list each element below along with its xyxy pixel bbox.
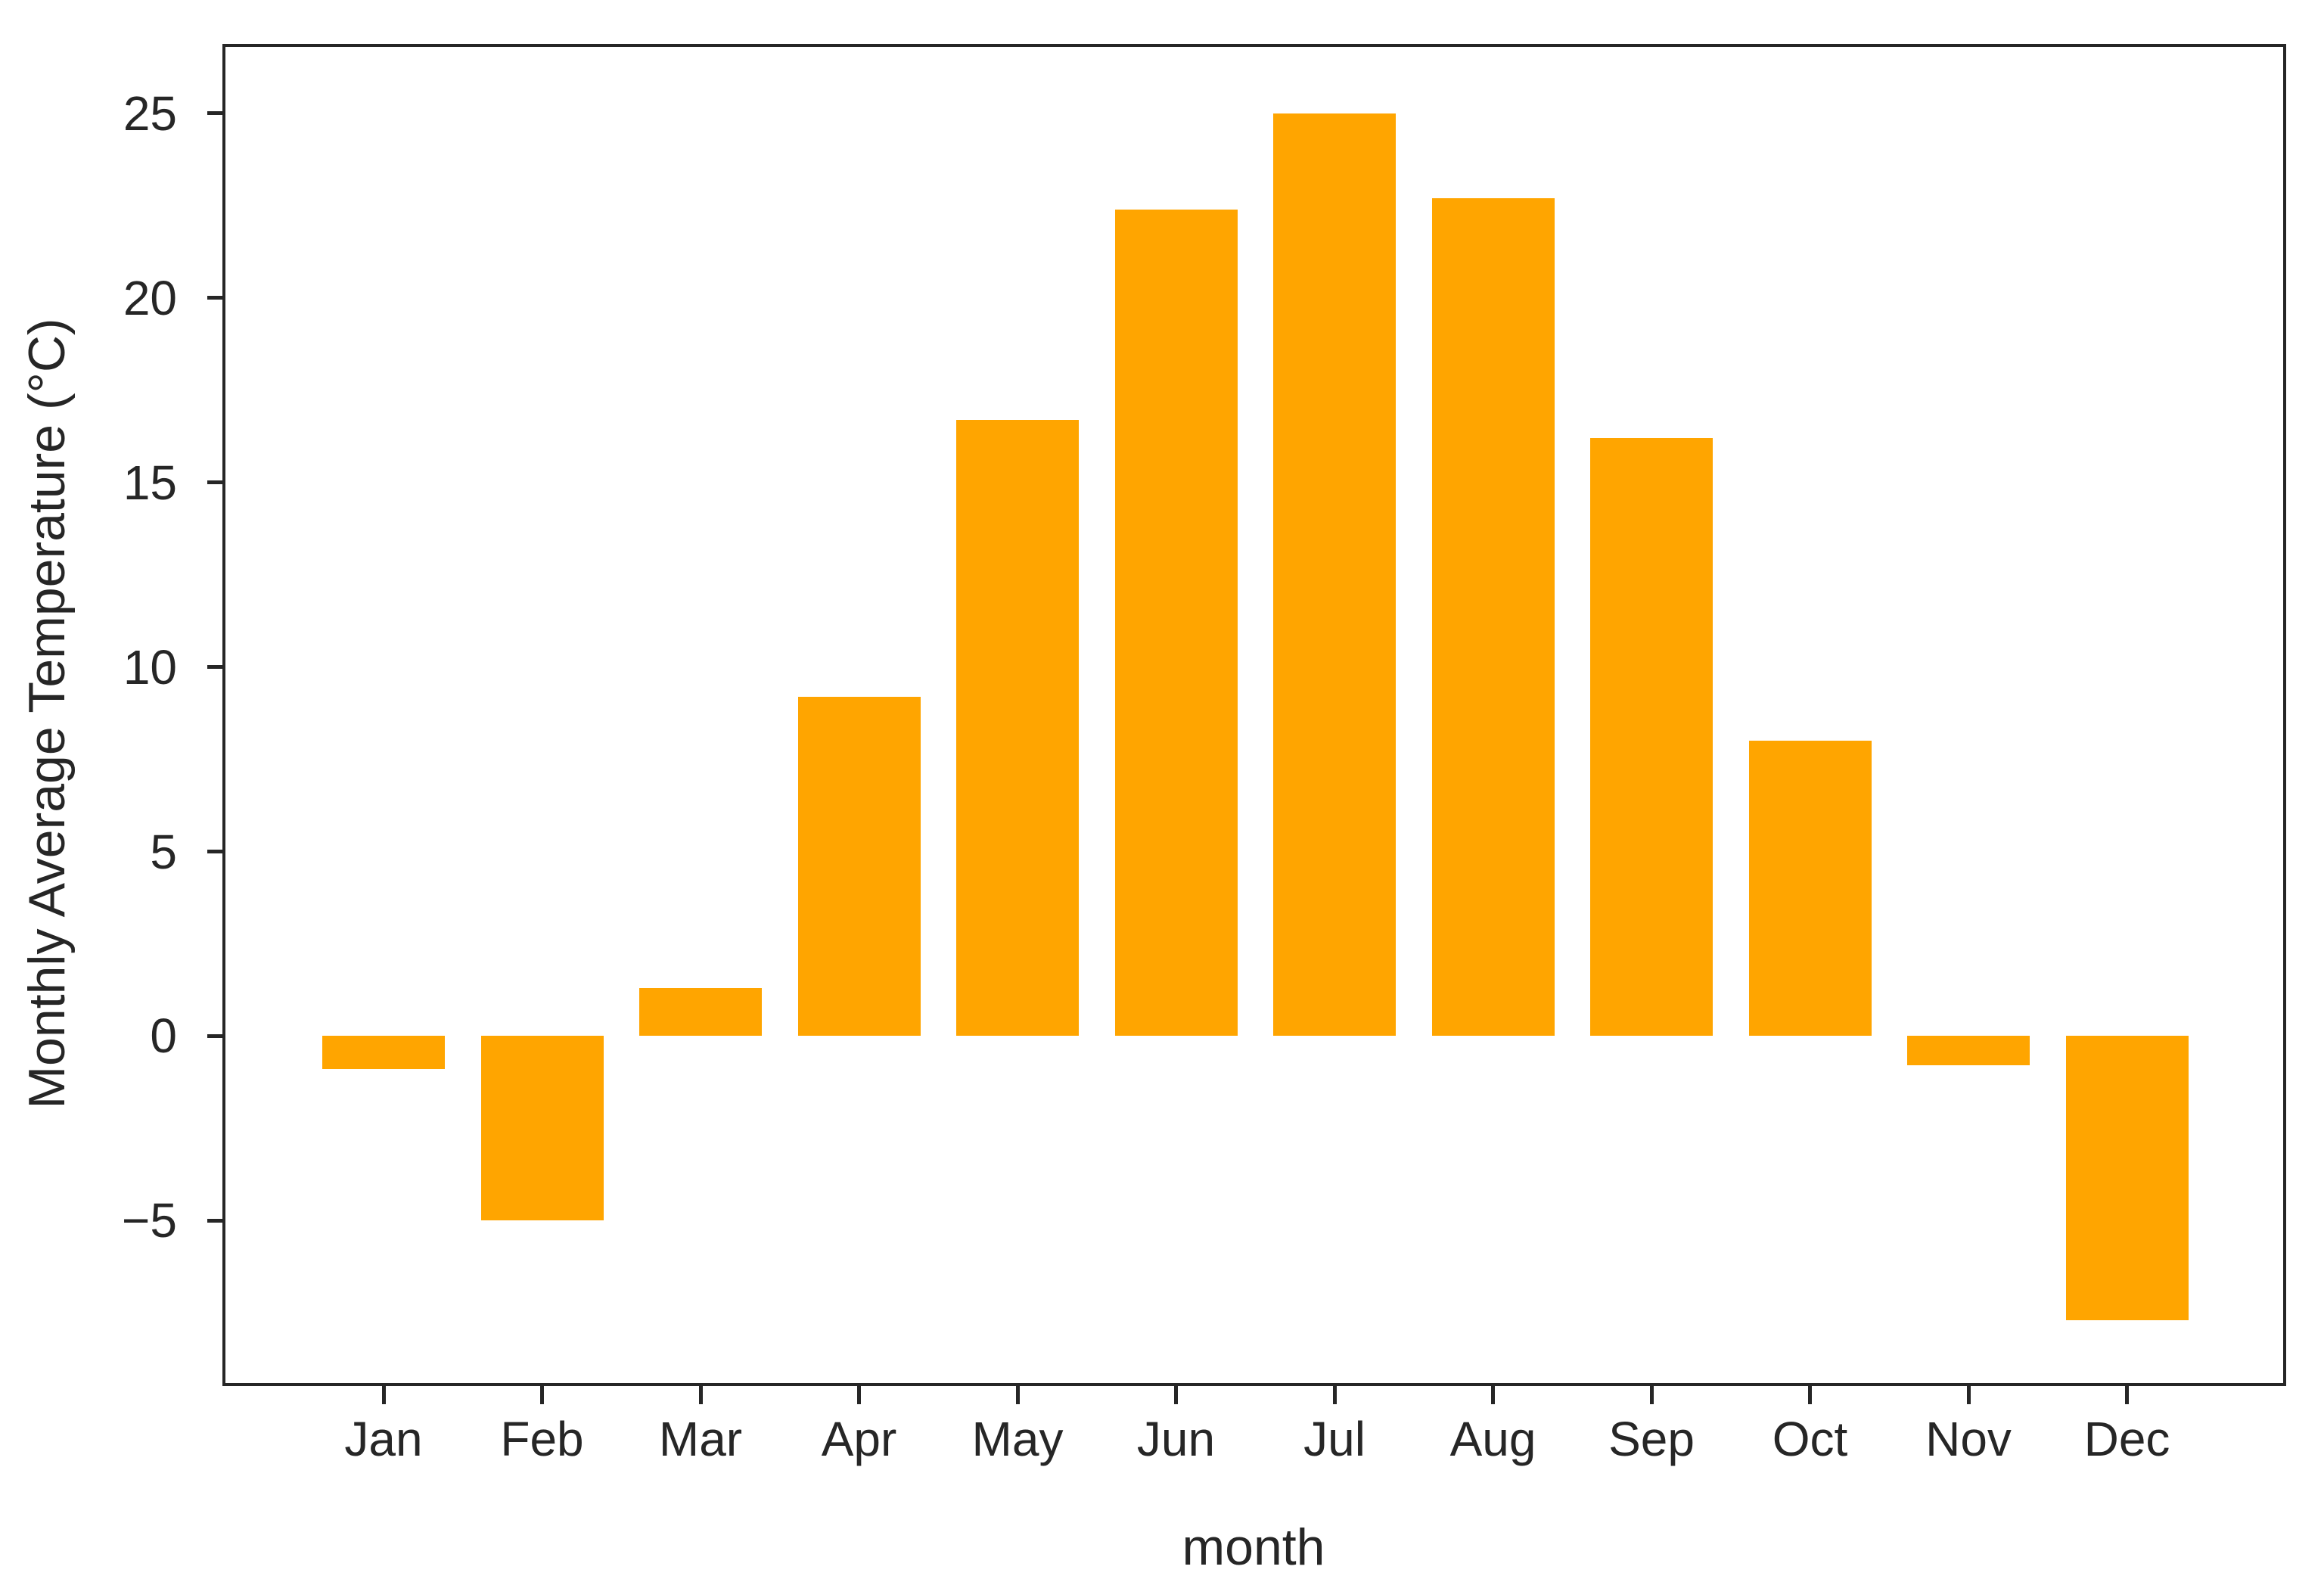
- bar-nov: [1907, 1036, 2030, 1066]
- x-tick-jan: [381, 1386, 386, 1404]
- x-tick-label-mar: Mar: [658, 1412, 743, 1466]
- x-tick-label-apr: Apr: [821, 1412, 897, 1466]
- y-tick-label--5: −5: [122, 1193, 177, 1248]
- bar-jan: [322, 1036, 445, 1070]
- y-tick-10: [207, 665, 225, 670]
- x-tick-label-jan: Jan: [344, 1412, 423, 1466]
- x-tick-label-nov: Nov: [1925, 1412, 2012, 1466]
- x-tick-nov: [1966, 1386, 1971, 1404]
- x-axis-label: month: [1182, 1518, 1325, 1576]
- bar-jul: [1273, 113, 1396, 1037]
- bar-feb: [480, 1036, 604, 1221]
- y-tick--5: [207, 1218, 225, 1223]
- y-tick-15: [207, 480, 225, 485]
- y-tick-label-0: 0: [150, 1009, 177, 1064]
- x-tick-oct: [1808, 1386, 1812, 1404]
- y-tick-label-10: 10: [123, 639, 177, 695]
- y-tick-label-20: 20: [123, 270, 177, 325]
- x-tick-apr: [857, 1386, 861, 1404]
- x-tick-dec: [2125, 1386, 2129, 1404]
- bar-oct: [1748, 741, 1872, 1037]
- x-tick-label-jun: Jun: [1136, 1412, 1216, 1466]
- x-tick-jul: [1332, 1386, 1337, 1404]
- y-tick-label-25: 25: [123, 85, 177, 141]
- y-tick-20: [207, 296, 225, 300]
- bar-aug: [1431, 198, 1555, 1037]
- bar-mar: [639, 988, 762, 1037]
- x-tick-jun: [1174, 1386, 1178, 1404]
- plot-area: Jan Feb Mar Apr May Jun Jul Aug Sep Oct Nov Dec 25 20…: [122, 44, 2286, 1466]
- x-tick-label-feb: Feb: [500, 1412, 584, 1466]
- bar-dec: [2065, 1036, 2189, 1321]
- x-tick-mar: [698, 1386, 703, 1404]
- bar-may: [956, 419, 1079, 1037]
- x-tick-may: [1015, 1386, 1020, 1404]
- x-tick-label-may: May: [971, 1412, 1064, 1466]
- x-tick-label-aug: Aug: [1449, 1412, 1536, 1466]
- bar-apr: [797, 696, 921, 1037]
- bar-jun: [1114, 209, 1238, 1037]
- y-tick-label-5: 5: [150, 824, 177, 879]
- y-tick-0: [207, 1033, 225, 1038]
- x-tick-label-sep: Sep: [1608, 1412, 1695, 1466]
- x-tick-sep: [1649, 1386, 1654, 1404]
- x-tick-aug: [1491, 1386, 1495, 1404]
- x-tick-feb: [540, 1386, 544, 1404]
- x-tick-label-jul: Jul: [1303, 1412, 1366, 1466]
- y-tick-5: [207, 850, 225, 853]
- bar-sep: [1590, 438, 1713, 1037]
- x-tick-label-dec: Dec: [2083, 1412, 2170, 1466]
- y-tick-label-15: 15: [123, 455, 177, 510]
- x-tick-label-oct: Oct: [1772, 1412, 1848, 1466]
- y-axis-label: Monthly Average Temperature (°C): [18, 318, 76, 1109]
- y-tick-25: [207, 111, 225, 116]
